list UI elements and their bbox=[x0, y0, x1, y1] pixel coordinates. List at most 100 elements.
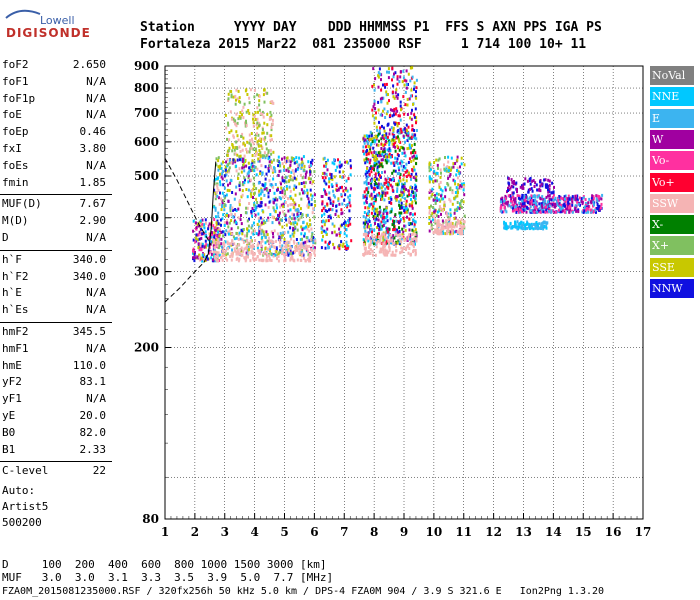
data-point bbox=[369, 143, 372, 147]
data-point bbox=[388, 143, 391, 147]
data-point bbox=[395, 249, 398, 253]
data-point bbox=[572, 197, 575, 201]
data-point bbox=[559, 210, 562, 214]
data-point bbox=[368, 250, 370, 254]
data-point bbox=[247, 161, 250, 165]
data-point bbox=[342, 222, 345, 226]
data-point bbox=[325, 192, 328, 196]
data-point bbox=[217, 238, 220, 242]
data-point bbox=[382, 126, 385, 130]
data-point bbox=[269, 110, 272, 114]
data-point bbox=[235, 231, 238, 235]
x-tick-label: 5 bbox=[280, 525, 288, 539]
data-point bbox=[231, 239, 234, 243]
data-point bbox=[568, 208, 571, 212]
data-point bbox=[391, 188, 394, 192]
data-point bbox=[308, 244, 311, 248]
data-point bbox=[380, 142, 383, 146]
data-point bbox=[559, 196, 562, 200]
data-point bbox=[288, 217, 291, 221]
data-point bbox=[415, 90, 417, 94]
data-point bbox=[249, 88, 252, 92]
data-point bbox=[235, 169, 238, 173]
data-point bbox=[502, 210, 505, 214]
data-point bbox=[239, 252, 242, 256]
data-point bbox=[302, 246, 305, 250]
data-point bbox=[401, 233, 404, 237]
data-point bbox=[228, 146, 231, 150]
data-point bbox=[392, 128, 395, 132]
data-point bbox=[278, 161, 281, 165]
data-point bbox=[394, 122, 397, 126]
data-point bbox=[304, 172, 307, 176]
data-point bbox=[402, 76, 405, 80]
data-point bbox=[590, 210, 593, 214]
data-point bbox=[513, 180, 515, 183]
data-point bbox=[557, 204, 560, 207]
data-point bbox=[238, 188, 241, 192]
data-point bbox=[296, 222, 299, 226]
data-point bbox=[254, 165, 257, 169]
data-point bbox=[404, 224, 407, 228]
data-point bbox=[550, 191, 553, 195]
data-point bbox=[258, 123, 261, 127]
header-labels: Station YYYY DAY DDD HHMMSS P1 FFS S AXN… bbox=[140, 20, 602, 35]
data-point bbox=[523, 202, 526, 206]
data-point bbox=[368, 204, 371, 208]
data-point bbox=[523, 182, 526, 186]
data-point bbox=[390, 197, 393, 201]
data-point bbox=[447, 169, 450, 173]
param-label: foEs bbox=[2, 158, 29, 172]
data-point bbox=[439, 187, 442, 191]
data-point bbox=[255, 123, 258, 127]
data-point bbox=[219, 180, 221, 184]
data-point bbox=[436, 225, 439, 228]
data-point bbox=[449, 173, 452, 176]
data-point bbox=[285, 223, 288, 227]
data-point bbox=[557, 208, 560, 212]
data-point bbox=[415, 154, 418, 158]
data-point bbox=[399, 173, 402, 176]
data-point bbox=[373, 99, 376, 103]
data-point bbox=[519, 206, 522, 210]
data-point bbox=[584, 205, 587, 209]
data-point bbox=[283, 179, 286, 183]
data-point bbox=[364, 249, 367, 253]
data-point bbox=[325, 219, 328, 223]
data-point bbox=[448, 169, 451, 172]
data-point bbox=[278, 196, 281, 200]
data-point bbox=[376, 153, 379, 157]
profile-curve-dashed-low bbox=[164, 262, 205, 303]
data-point bbox=[339, 175, 342, 179]
data-point bbox=[366, 212, 369, 215]
data-point bbox=[300, 197, 303, 201]
param-row: h`F2 340.0 bbox=[2, 270, 106, 284]
data-point bbox=[310, 253, 313, 257]
data-point bbox=[391, 108, 394, 112]
data-point bbox=[297, 166, 300, 170]
data-point bbox=[331, 184, 334, 188]
data-point bbox=[284, 201, 287, 204]
data-point bbox=[288, 179, 291, 183]
data-point bbox=[381, 136, 384, 139]
plot-frame bbox=[164, 65, 644, 520]
data-point bbox=[200, 256, 203, 260]
data-point bbox=[267, 167, 270, 170]
data-point bbox=[249, 192, 252, 196]
data-point bbox=[362, 145, 365, 149]
data-point bbox=[371, 84, 374, 88]
data-point bbox=[203, 245, 206, 249]
data-point bbox=[571, 210, 574, 214]
data-point bbox=[265, 154, 268, 158]
data-point bbox=[223, 194, 226, 198]
data-point bbox=[446, 214, 449, 218]
data-point bbox=[377, 132, 380, 136]
data-point bbox=[220, 175, 223, 179]
data-point bbox=[382, 184, 384, 188]
data-point bbox=[276, 206, 278, 210]
data-point bbox=[378, 232, 380, 236]
data-point bbox=[253, 160, 256, 164]
data-point bbox=[205, 243, 208, 247]
data-point bbox=[404, 207, 407, 211]
data-point bbox=[214, 229, 217, 233]
